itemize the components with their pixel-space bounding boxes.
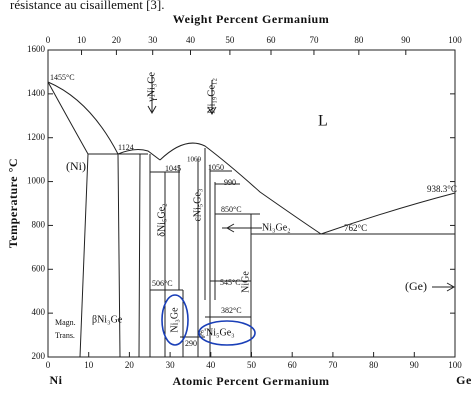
x-tick-label: 30 xyxy=(166,360,176,370)
left-element: Ni xyxy=(50,373,63,387)
phase-label: δNi₅Ge₂ xyxy=(156,203,167,236)
phase-label: L xyxy=(318,113,328,130)
top-tick-label: 60 xyxy=(267,35,277,45)
highlight-ellipse xyxy=(161,294,189,346)
phase-label: 938.3°C xyxy=(427,184,457,194)
x-tick-label: 80 xyxy=(369,360,379,370)
x-tick-label: 70 xyxy=(328,360,338,370)
phase-label: 1045 xyxy=(165,164,181,173)
right-element: Ge xyxy=(456,373,472,387)
phase-label: Ni₃Ge₂ xyxy=(262,222,291,233)
x-tick-label: 50 xyxy=(247,360,257,370)
phase-label: 850°C xyxy=(221,205,242,214)
phase-label: 1069 xyxy=(187,156,202,164)
phase-label: ε'Ni₅Ge₃ xyxy=(200,327,235,338)
phase-label: βNi₃Ge xyxy=(92,314,123,325)
phase-label: 990 xyxy=(224,178,236,187)
phase-label: 1455°C xyxy=(50,73,75,82)
top-tick-label: 0 xyxy=(46,35,51,45)
top-tick-label: 30 xyxy=(148,35,158,45)
phase-label: 506°C xyxy=(152,279,173,288)
phase-label: 1124 xyxy=(118,143,134,152)
y-tick-label: 200 xyxy=(32,351,46,361)
y-axis-title: Temperature °C xyxy=(6,158,20,248)
x-tick-label: 40 xyxy=(206,360,216,370)
header-text: résistance au cisaillement [3]. xyxy=(10,0,165,12)
top-axis-title: Weight Percent Germanium xyxy=(173,12,329,26)
phase-label: Ni₁₉Ge₁₂ xyxy=(206,78,217,114)
x-tick-label: 60 xyxy=(288,360,298,370)
top-tick-label: 50 xyxy=(225,35,235,45)
phase-label: γNi₃Ge xyxy=(146,71,157,102)
y-tick-label: 600 xyxy=(32,263,46,273)
y-tick-label: 1600 xyxy=(27,44,46,54)
y-tick-label: 1000 xyxy=(27,176,46,186)
x-axis-title: Atomic Percent Germanium xyxy=(172,374,329,388)
top-tick-label: 70 xyxy=(309,35,319,45)
top-tick-label: 90 xyxy=(401,35,411,45)
x-tick-label: 100 xyxy=(448,360,462,370)
phase-label: NiGe xyxy=(240,271,251,293)
top-tick-label: 80 xyxy=(354,35,364,45)
y-tick-label: 1400 xyxy=(27,88,46,98)
phase-label: Trans. xyxy=(55,331,75,340)
phase-label: 382°C xyxy=(221,306,242,315)
phase-label: εNi₅Ge₃ xyxy=(192,189,203,222)
y-tick-label: 1200 xyxy=(27,132,46,142)
phase-label: 290 xyxy=(185,339,197,348)
phase-label: Magn. xyxy=(55,318,76,327)
top-tick-label: 20 xyxy=(112,35,122,45)
x-tick-label: 20 xyxy=(125,360,135,370)
y-tick-label: 400 xyxy=(32,307,46,317)
x-tick-label: 90 xyxy=(410,360,420,370)
phase-label: (Ni) xyxy=(66,159,86,173)
phase-label: (Ge) xyxy=(405,279,427,293)
y-tick-label: 800 xyxy=(32,219,46,229)
top-tick-label: 100 xyxy=(448,35,462,45)
phase-label: Ni₃Ge xyxy=(169,307,180,333)
top-tick-label: 10 xyxy=(77,35,87,45)
phase-label: 762°C xyxy=(344,223,367,233)
x-tick-label: 0 xyxy=(46,360,51,370)
phase-label: 1050 xyxy=(208,163,224,172)
phase-boundaries xyxy=(47,81,456,358)
top-tick-label: 40 xyxy=(186,35,196,45)
x-tick-label: 10 xyxy=(84,360,94,370)
phase-label: 545°C xyxy=(220,278,241,287)
highlight-ellipse xyxy=(198,320,256,346)
arrows xyxy=(147,75,456,292)
